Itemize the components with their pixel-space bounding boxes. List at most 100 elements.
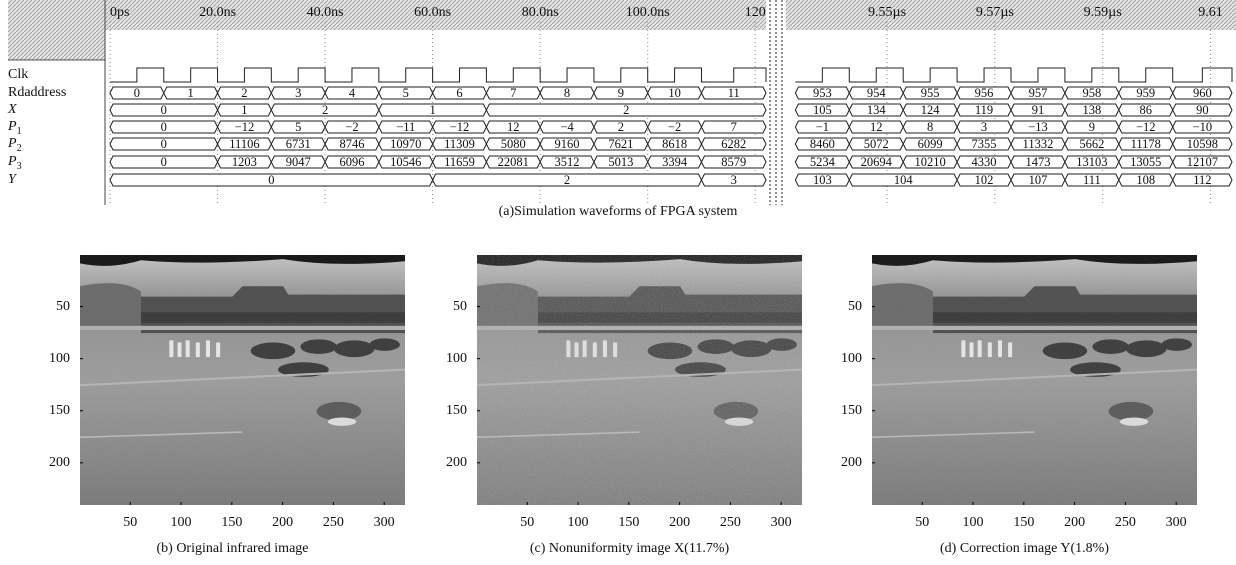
bus-value: 10546	[390, 155, 421, 169]
bus-value: 91	[1032, 103, 1045, 117]
bus-value: 959	[1136, 86, 1155, 100]
bus-value: 3	[731, 173, 737, 187]
bus-value: 7	[731, 120, 737, 134]
bus-value: 102	[975, 173, 994, 187]
bus-value: 4330	[972, 155, 997, 169]
bus-value: 956	[975, 86, 994, 100]
bus-value: 1473	[1025, 155, 1050, 169]
bus-value: 8579	[721, 155, 746, 169]
y-tick-label: 100	[49, 351, 70, 366]
x-tick-label: 100	[568, 515, 589, 530]
bus-value: 124	[921, 103, 941, 117]
signal-name-text: Y	[8, 172, 18, 187]
bus-value: 955	[921, 86, 940, 100]
x-tick-label: 200	[272, 515, 293, 530]
bus-value: 5013	[608, 155, 633, 169]
signal-name-sub: 2	[17, 143, 22, 154]
y-tick-label: 50	[453, 299, 467, 314]
x-tick-label: 150	[221, 515, 242, 530]
bus-value: 13103	[1076, 155, 1107, 169]
bus-value: 9	[618, 86, 624, 100]
signal-name-text: P	[7, 154, 17, 169]
bus-value: −2	[345, 120, 358, 134]
bus-value: 12	[870, 120, 883, 134]
bus-value: 1203	[232, 155, 257, 169]
bus-value: 103	[813, 173, 832, 187]
bus-value: 9047	[286, 155, 311, 169]
clock-wave	[795, 67, 1233, 83]
bus-value: 12107	[1187, 155, 1218, 169]
bus-value: 13055	[1130, 155, 1161, 169]
bus-value: 11106	[229, 137, 259, 151]
time-tick-label: 100.0ns	[626, 5, 670, 20]
bus-value: 8460	[810, 137, 835, 151]
bus-value: 5	[295, 120, 301, 134]
bus-segment	[1172, 86, 1233, 100]
signal-name-text: X	[7, 102, 17, 117]
bus-value: 8	[927, 120, 933, 134]
y-tick-label: 100	[446, 351, 467, 366]
bus-value: 10598	[1187, 137, 1218, 151]
bus-value: −2	[668, 120, 681, 134]
signal-name: P3	[7, 154, 22, 172]
image-noise	[477, 255, 802, 505]
bus-value: 22081	[498, 155, 529, 169]
signal-name: P2	[7, 136, 22, 154]
signal-name-text: P	[7, 119, 17, 134]
x-tick-label: 300	[374, 515, 395, 530]
y-tick-label: 50	[56, 299, 70, 314]
bus-value: 105	[813, 103, 832, 117]
bus-value: 5234	[810, 155, 836, 169]
bus-value: 2	[618, 120, 624, 134]
bus-segment	[485, 103, 767, 117]
bus-value: 5662	[1079, 137, 1104, 151]
y-tick-label: 150	[841, 403, 862, 418]
bus-segment	[700, 137, 767, 151]
bus-value: 6	[456, 86, 462, 100]
clock-wave	[110, 67, 767, 83]
image-caption: (b) Original infrared image	[157, 541, 309, 556]
image-panel	[80, 255, 405, 505]
image-panel	[872, 255, 1197, 505]
bus-value: 953	[813, 86, 832, 100]
time-tick-label: 9.55µs	[868, 5, 906, 20]
bus-value: 112	[1193, 173, 1211, 187]
time-tick-label: 9.59µs	[1084, 5, 1122, 20]
time-tick-label: 0ps	[110, 5, 129, 20]
bus-segment	[700, 86, 767, 100]
bus-value: 5072	[864, 137, 889, 151]
y-tick-label: 150	[49, 403, 70, 418]
bus-value: 0	[161, 155, 167, 169]
bus-value: 11309	[444, 137, 475, 151]
time-tick-label: 120	[745, 5, 766, 20]
bus-value: 90	[1196, 103, 1209, 117]
bus-value: 6099	[918, 137, 943, 151]
x-tick-label: 250	[323, 515, 344, 530]
y-tick-label: 50	[848, 299, 862, 314]
bus-value: 11178	[1131, 137, 1161, 151]
bus-value: 10	[668, 86, 681, 100]
bus-value: 2	[241, 86, 247, 100]
image-panel	[477, 255, 802, 505]
caption: (a)Simulation waveforms of FPGA system	[499, 204, 738, 219]
bus-value: 1	[241, 103, 247, 117]
time-tick-label: 60.0ns	[414, 5, 451, 20]
bus-value: 7355	[972, 137, 997, 151]
bus-value: 4	[349, 86, 356, 100]
bus-value: 86	[1140, 103, 1153, 117]
bus-value: 3	[981, 120, 987, 134]
bus-value: 5080	[501, 137, 526, 151]
x-tick-label: 50	[123, 515, 137, 530]
break	[766, 0, 786, 205]
signal-name: Rdaddress	[8, 85, 66, 100]
y-tick-label: 200	[446, 455, 467, 470]
x-tick-label: 200	[1064, 515, 1085, 530]
signal-name: Clk	[8, 67, 28, 82]
bus-segment	[1172, 120, 1233, 134]
bus-segment	[1172, 103, 1233, 117]
image-caption: (d) Correction image Y(1.8%)	[940, 541, 1109, 556]
bus-segment	[700, 173, 767, 187]
signal-name-text: Clk	[8, 67, 28, 82]
bus-value: 10970	[390, 137, 421, 151]
